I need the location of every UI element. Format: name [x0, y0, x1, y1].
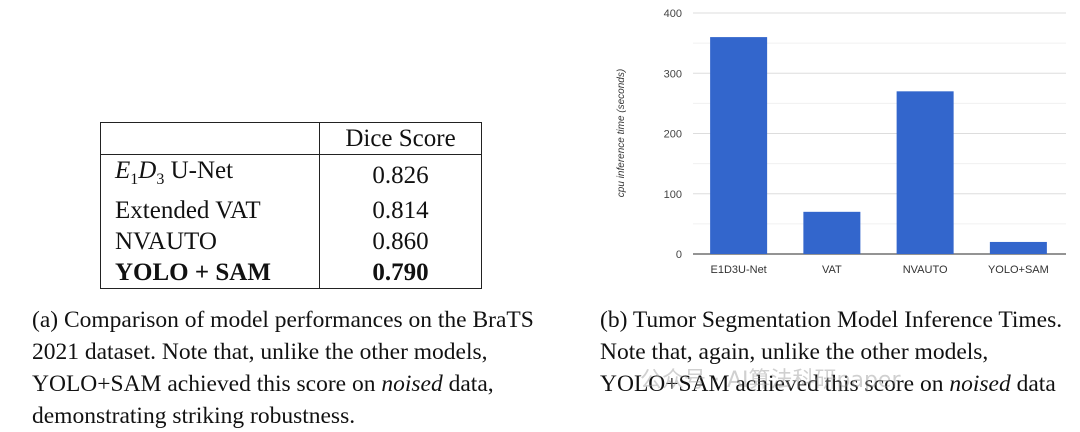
y-tick-label: 200	[664, 129, 682, 141]
table-row: YOLO + SAM 0.790	[100, 257, 482, 289]
dice-score: 0.790	[319, 257, 482, 289]
dice-score: 0.860	[319, 226, 482, 257]
y-tick-label: 300	[664, 68, 682, 80]
x-tick-label: VAT	[822, 264, 842, 276]
caption-a-text: (a) Comparison of model performances on …	[32, 307, 534, 397]
caption-b: (b) Tumor Segmentation Model Inference T…	[600, 304, 1080, 400]
model-name: NVAUTO	[100, 226, 320, 257]
y-tick-label: 400	[664, 8, 682, 20]
y-tick-label: 100	[664, 189, 682, 201]
model-name: YOLO + SAM	[100, 257, 320, 289]
caption-a-emph: noised	[381, 371, 443, 397]
header-model	[100, 122, 320, 155]
watermark: 公众号 · AI算法科研paper	[640, 368, 901, 393]
x-tick-label: E1D3U-Net	[711, 264, 767, 276]
header-dice-score: Dice Score	[319, 122, 482, 155]
table-row: E1D3 U-Net 0.826	[100, 154, 482, 195]
table-row: Extended VAT 0.814	[100, 195, 482, 226]
model-name: Extended VAT	[100, 195, 320, 226]
dice-score-table: Dice Score E1D3 U-Net 0.826 Extended VAT…	[100, 122, 482, 289]
inference-time-chart: 0 100 200 300 400 E1D3U-Net VAT NVAUTO YOLO+SAM c…	[616, 8, 1066, 276]
table-row: NVAUTO 0.860	[100, 226, 482, 257]
x-tick-label: NVAUTO	[903, 264, 948, 276]
bar-vat	[803, 211, 861, 254]
bar-yolo-sam	[989, 241, 1047, 254]
caption-b-suffix: data	[1010, 371, 1056, 397]
table-header-row: Dice Score	[100, 122, 482, 155]
caption-a-suffix: data, demonstrating striking robustness.	[32, 371, 494, 429]
caption-b-emph: noised	[949, 371, 1011, 397]
model-name: E1D3 U-Net	[100, 154, 320, 195]
dice-score: 0.814	[319, 195, 482, 226]
y-axis-label: cpu inference time (seconds)	[616, 69, 627, 197]
caption-a: (a) Comparison of model performances on …	[32, 304, 572, 432]
y-tick-label: 0	[676, 249, 682, 261]
bar-nvauto	[896, 91, 954, 254]
x-tick-label: YOLO+SAM	[988, 264, 1049, 276]
caption-b-text: (b) Tumor Segmentation Model Inference T…	[600, 307, 1063, 397]
bar-e1d3u-net	[710, 37, 768, 254]
dice-score: 0.826	[319, 154, 482, 195]
